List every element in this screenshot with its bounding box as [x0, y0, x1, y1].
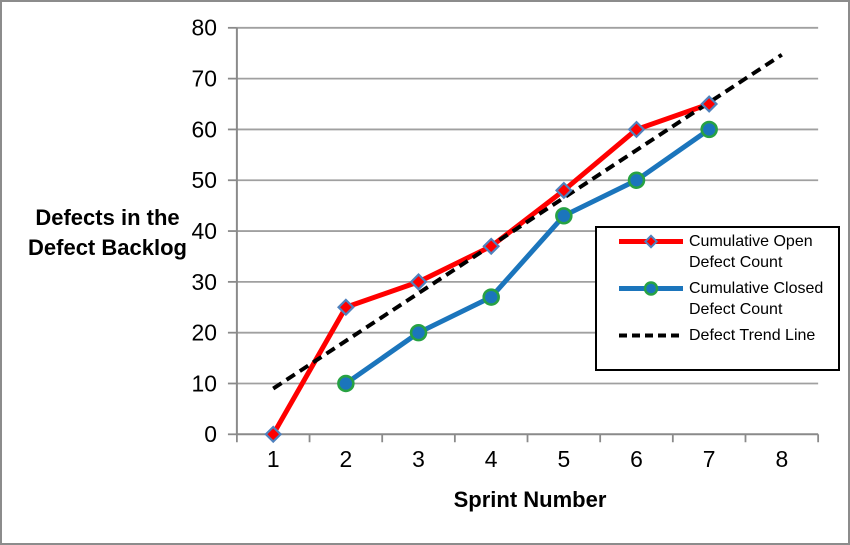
legend-item-closed: Cumulative Closed Defect Count: [597, 278, 838, 320]
svg-text:7: 7: [703, 446, 716, 472]
svg-text:4: 4: [485, 446, 498, 472]
svg-text:5: 5: [557, 446, 570, 472]
svg-text:20: 20: [192, 320, 217, 346]
svg-text:2: 2: [340, 446, 353, 472]
svg-text:0: 0: [204, 421, 217, 447]
legend-item-trend: Defect Trend Line: [597, 325, 838, 346]
svg-text:10: 10: [192, 370, 217, 396]
legend-swatch-open-icon: [617, 231, 685, 252]
svg-text:60: 60: [192, 116, 217, 142]
svg-text:70: 70: [192, 66, 217, 92]
x-axis-title: Sprint Number: [453, 487, 607, 512]
svg-text:80: 80: [192, 15, 217, 41]
svg-text:50: 50: [192, 167, 217, 193]
svg-text:40: 40: [192, 218, 217, 244]
legend-label-open: Cumulative Open Defect Count: [689, 233, 813, 271]
legend-swatch-closed-icon: [617, 278, 685, 299]
svg-text:1: 1: [267, 446, 280, 472]
legend-label-closed: Cumulative Closed Defect Count: [689, 280, 824, 318]
svg-text:3: 3: [412, 446, 425, 472]
svg-text:30: 30: [192, 269, 217, 295]
legend-swatch-trend-icon: [617, 325, 685, 346]
chart-legend: Cumulative Open Defect Count Cumulative …: [595, 226, 840, 371]
legend-label-trend: Defect Trend Line: [689, 327, 816, 344]
legend-item-open: Cumulative Open Defect Count: [597, 231, 838, 273]
svg-text:6: 6: [630, 446, 643, 472]
y-axis-title: Defects in the Defect Backlog: [28, 205, 187, 260]
svg-text:8: 8: [775, 446, 788, 472]
